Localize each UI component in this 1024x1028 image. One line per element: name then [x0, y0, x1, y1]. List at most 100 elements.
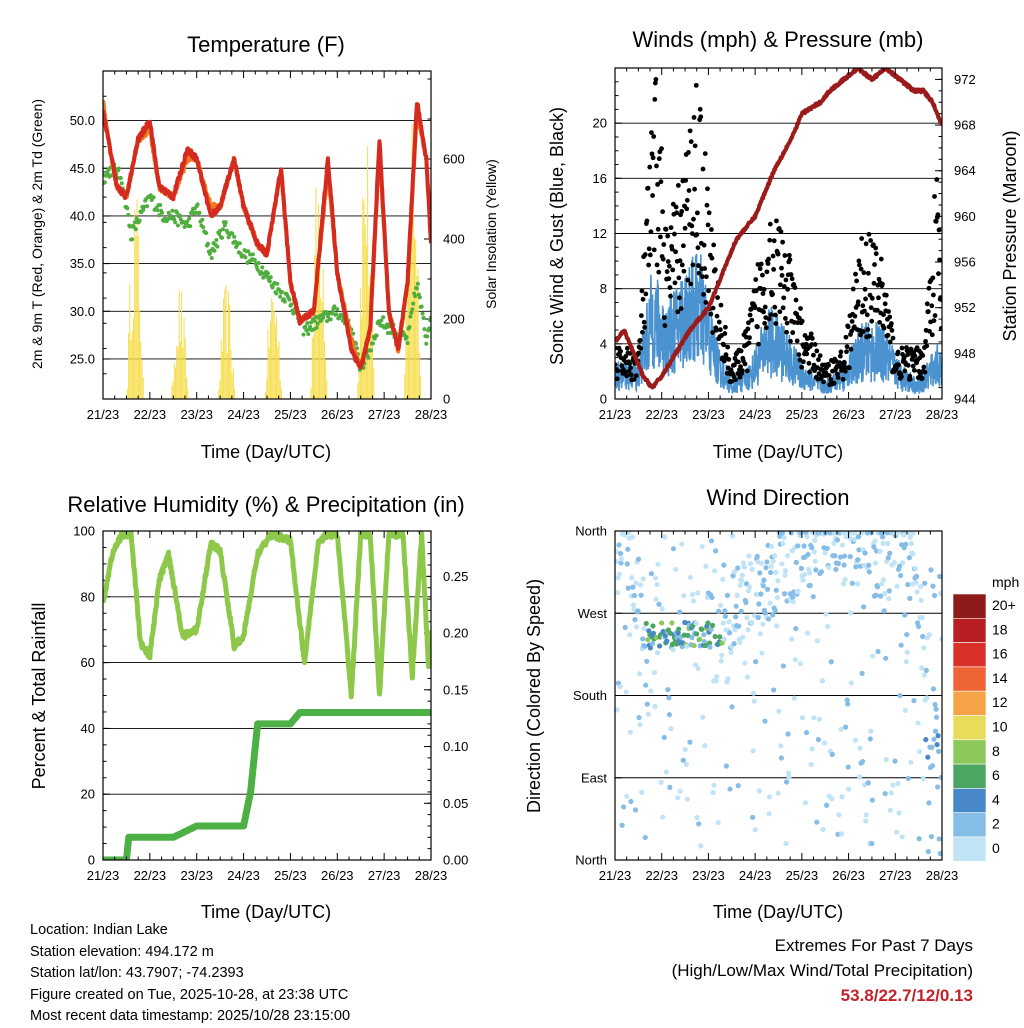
- direction-point: [931, 592, 938, 599]
- location-text: Location: Indian Lake: [30, 922, 168, 938]
- direction-point: [760, 583, 767, 589]
- gust-point: [855, 299, 861, 305]
- temp-ytick-label: 45.0: [70, 161, 95, 176]
- gust-point: [746, 320, 751, 326]
- gust-point: [695, 245, 701, 251]
- gust-point: [710, 330, 715, 335]
- direction-point: [823, 611, 829, 617]
- gust-point: [807, 369, 812, 375]
- dir-xtick-label: 21/23: [599, 868, 632, 883]
- gust-point: [871, 280, 877, 286]
- gust-point: [761, 309, 766, 315]
- direction-point: [925, 849, 931, 855]
- direction-point: [742, 660, 748, 666]
- direction-point: [615, 548, 619, 555]
- dewpoint-point: [118, 175, 123, 180]
- direction-point: [901, 532, 907, 538]
- direction-point: [628, 798, 634, 805]
- direction-point: [801, 543, 807, 549]
- gust-point: [779, 265, 784, 271]
- dewpoint-point: [187, 216, 192, 221]
- dewpoint-point: [407, 325, 412, 330]
- direction-point: [691, 642, 697, 649]
- direction-point: [644, 658, 650, 664]
- dewpoint-point: [209, 256, 214, 261]
- gust-point: [761, 286, 767, 292]
- direction-point: [637, 721, 643, 728]
- extremes-title: Extremes For Past 7 Days: [774, 936, 973, 955]
- direction-point: [831, 540, 837, 546]
- gust-point: [656, 269, 662, 275]
- direction-point: [852, 737, 858, 743]
- direction-point: [774, 594, 780, 601]
- direction-point: [922, 580, 928, 586]
- humidity-ylabel-left: Percent & Total Rainfall: [29, 603, 49, 790]
- direction-point: [695, 590, 701, 596]
- direction-point: [819, 678, 826, 684]
- gust-point: [872, 262, 877, 267]
- direction-point: [740, 634, 746, 640]
- direction-point: [698, 843, 704, 849]
- gust-point: [867, 333, 872, 339]
- dewpoint-point: [134, 216, 139, 221]
- direction-point: [743, 581, 750, 587]
- gust-point: [800, 359, 806, 365]
- dewpoint-point: [278, 294, 283, 299]
- legend-label: 10: [992, 719, 1008, 735]
- gust-point: [908, 376, 913, 382]
- direction-point: [862, 550, 868, 556]
- wind-ytick-label: 8: [600, 281, 607, 296]
- gust-point: [744, 368, 750, 374]
- direction-point: [774, 623, 780, 629]
- gust-point: [708, 311, 714, 317]
- direction-point: [719, 652, 725, 658]
- gust-point: [858, 266, 864, 272]
- dewpoint-point: [215, 244, 220, 249]
- direction-point: [824, 802, 830, 808]
- rh-xtick-label: 22/23: [134, 868, 167, 883]
- dewpoint-point: [177, 213, 182, 218]
- rh-ytick-label: 100: [73, 524, 95, 539]
- direction-point: [751, 690, 757, 696]
- dewpoint-point: [175, 223, 180, 228]
- direction-point: [732, 569, 738, 575]
- direction-point: [766, 794, 773, 800]
- winds-series: [615, 68, 942, 395]
- gust-point: [792, 285, 798, 290]
- gust-point: [688, 281, 694, 287]
- legend-label: 0: [992, 840, 1000, 856]
- direction-point: [790, 599, 796, 605]
- direction-point: [770, 612, 776, 618]
- direction-point: [720, 620, 726, 626]
- gust-point: [860, 303, 866, 309]
- gust-point: [932, 313, 938, 318]
- wind-xtick-label: 28/23: [926, 407, 959, 422]
- direction-point: [805, 630, 811, 636]
- direction-point: [641, 625, 647, 632]
- gust-point: [926, 285, 932, 291]
- gust-point: [919, 375, 925, 381]
- direction-point: [737, 639, 743, 645]
- dir-xtick-label: 23/23: [692, 868, 725, 883]
- gust-point: [638, 345, 644, 351]
- dewpoint-point: [188, 224, 193, 229]
- direction-point: [836, 812, 842, 818]
- gust-point: [754, 324, 760, 330]
- direction-point: [804, 534, 810, 540]
- dewpoint-point: [312, 319, 317, 324]
- gust-point: [865, 327, 871, 332]
- direction-point: [891, 560, 898, 566]
- direction-point: [762, 718, 768, 724]
- direction-point: [768, 563, 774, 569]
- gust-point: [742, 361, 748, 367]
- precip-line: [103, 709, 431, 860]
- direction-point: [757, 631, 763, 637]
- direction-point: [846, 786, 852, 792]
- direction-point: [652, 575, 659, 581]
- direction-point: [717, 634, 723, 640]
- direction-point: [885, 540, 891, 547]
- direction-point: [811, 549, 817, 555]
- direction-point: [939, 636, 942, 642]
- direction-point: [886, 588, 892, 594]
